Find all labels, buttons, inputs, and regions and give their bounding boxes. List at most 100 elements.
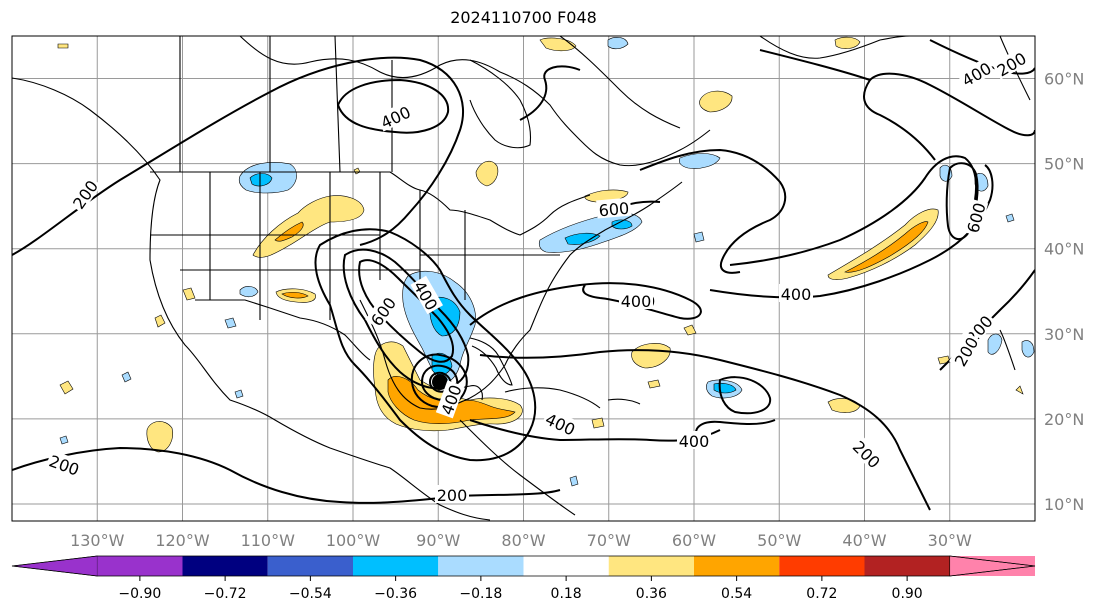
contour-400-gulf-outer <box>314 228 537 462</box>
shade-blue-labrador <box>607 37 629 50</box>
colorbar-tick-label: 0.36 <box>636 586 667 602</box>
colorbar-tick-label: −0.90 <box>118 586 161 602</box>
lon-tick-label: 90°W <box>416 531 460 550</box>
colorbar-segment <box>523 556 609 576</box>
map-frame <box>11 35 1036 522</box>
lat-tick-label: 20°N <box>1044 410 1084 429</box>
contour-label: 400 <box>621 292 652 311</box>
contour-vortex-1 <box>410 353 468 408</box>
colorbar-tick-label: −0.36 <box>374 586 417 602</box>
contour-400-atl-arc <box>729 155 978 266</box>
lat-tick-label: 60°N <box>1044 70 1084 89</box>
contour-400-ne-canada <box>519 65 581 121</box>
shade-small-blue-cells <box>59 213 1015 487</box>
shade-yellow-ms <box>475 160 499 187</box>
contour-label-bg <box>541 407 581 439</box>
contour-label: 400 <box>781 285 812 304</box>
colorbar-tick-label: 0.54 <box>721 586 752 602</box>
map-title: 2024110700 F048 <box>450 8 597 27</box>
contour-label-bg <box>596 197 632 219</box>
shade-orange-rockies <box>274 221 304 242</box>
coastlines-borders <box>12 36 1031 521</box>
longitude-labels: 130°W 120°W 110°W 100°W 90°W 80°W 70°W 60°W 50°W… <box>70 531 972 550</box>
colorbar <box>11 555 1036 577</box>
lat-tick-label: 30°N <box>1044 325 1084 344</box>
colorbar-segment <box>438 556 524 576</box>
lon-tick-label: 30°W <box>928 531 972 550</box>
contour-label-bg <box>619 291 653 309</box>
lon-tick-label: 80°W <box>501 531 545 550</box>
shade-orange-gulf <box>387 376 516 425</box>
colorbar-outline <box>11 555 1036 577</box>
colorbar-segment <box>97 556 183 576</box>
shade-yellow-greenland <box>834 36 861 49</box>
latitude-labels: 10°N 20°N 30°N 40°N 50°N 60°N <box>1044 70 1084 514</box>
colorbar-segment <box>608 556 694 576</box>
shade-cyan-new-england <box>564 219 633 245</box>
contour-label-bg <box>948 331 982 371</box>
shade-yellow-ne-canada <box>699 90 733 113</box>
lon-tick-label: 50°W <box>757 531 801 550</box>
lon-tick-label: 40°W <box>842 531 886 550</box>
colorbar-tick-label: −0.54 <box>289 586 332 602</box>
shade-orange-nm <box>281 291 309 299</box>
shade-blue-quebec <box>678 153 721 169</box>
contour-label-bg <box>375 100 415 132</box>
lon-tick-label: 70°W <box>587 531 631 550</box>
contour-label-bg <box>849 435 886 472</box>
contour-label-bg <box>435 485 469 503</box>
shade-blue-mexico-west <box>239 286 259 298</box>
colorbar-tick-label: −0.72 <box>204 586 247 602</box>
contour-200-pacific <box>12 446 561 504</box>
contour-label-bg <box>991 46 1031 80</box>
shade-blue-east-atl <box>987 333 1035 358</box>
contour-label-bg <box>677 431 711 449</box>
shade-orange-atlantic-band <box>844 221 929 273</box>
colorbar-segment <box>267 556 353 576</box>
contour-200-labrador-loop <box>639 148 787 274</box>
colorbar-segment <box>694 556 780 576</box>
contour-200-atlantic <box>479 349 931 511</box>
contour-label-bg <box>67 174 102 213</box>
contour-400-gulf-stream <box>469 282 702 326</box>
colorbar-tick-label: 0.18 <box>551 586 582 602</box>
shade-yellow-rockies <box>252 195 365 258</box>
colorbar-tick-label: 0.90 <box>892 586 923 602</box>
contour-200-north <box>759 49 936 161</box>
storm-center-marker <box>432 374 448 390</box>
shade-cyan-montana <box>249 173 273 187</box>
contour-label: 200 <box>437 486 468 505</box>
contour-200-west <box>12 56 465 256</box>
lon-tick-label: 100°W <box>326 531 381 550</box>
contour-200-cent-atl <box>718 376 772 415</box>
contour-label-bg <box>45 449 84 479</box>
colorbar-segment <box>779 556 865 576</box>
contour-600-gulf <box>342 248 470 390</box>
colorbar-tick-label: −0.18 <box>459 586 502 602</box>
contour-label-bg <box>779 284 813 302</box>
colorbar-extend-low <box>11 555 98 577</box>
shade-yellow-atlantic-band <box>827 208 939 280</box>
lon-tick-label: 60°W <box>672 531 716 550</box>
lon-tick-label: 110°W <box>241 531 296 550</box>
contour-label-bg <box>956 56 996 90</box>
contour-label: 600 <box>598 199 630 221</box>
lat-tick-label: 10°N <box>1044 495 1084 514</box>
contour-label-bg <box>365 291 400 330</box>
colorbar-segment <box>353 556 439 576</box>
contour-label-bg <box>961 198 989 237</box>
contour-400-mid-atl <box>709 164 994 299</box>
contour-label: 400 <box>679 432 710 451</box>
contour-200-greenland <box>869 72 1035 137</box>
contour-400-canada <box>336 78 450 134</box>
colorbar-segment <box>182 556 268 576</box>
colorbar-tick-labels: −0.90 −0.72 −0.54 −0.36 −0.18 0.18 0.36 0.54 0.7… <box>118 576 923 602</box>
colorbar-tick-label: 0.72 <box>806 586 837 602</box>
lon-tick-label: 120°W <box>155 531 210 550</box>
colorbar-segment <box>864 556 950 576</box>
lat-tick-label: 50°N <box>1044 155 1084 174</box>
contour-label-bg <box>435 380 465 419</box>
lon-tick-label: 130°W <box>70 531 125 550</box>
contour-label-bg <box>410 275 444 315</box>
